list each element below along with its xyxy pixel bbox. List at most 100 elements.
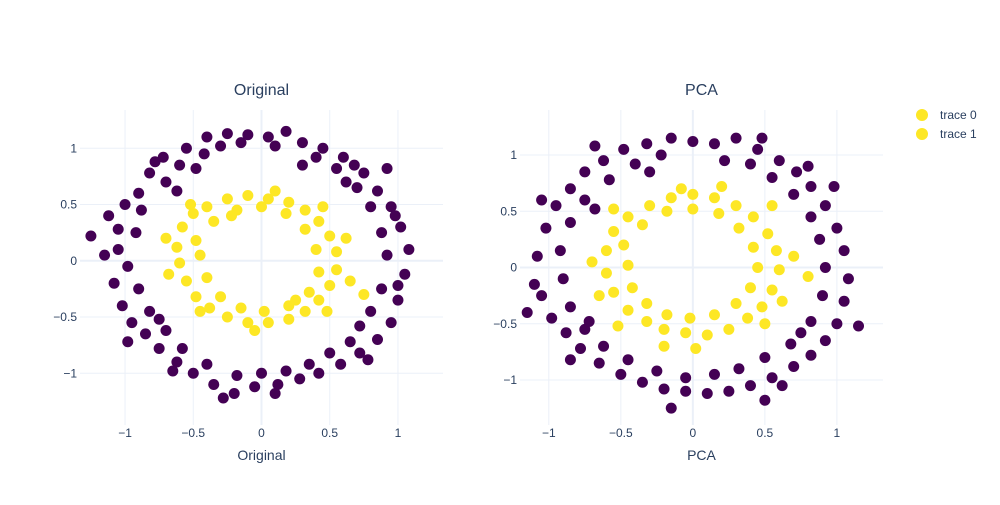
data-point — [201, 358, 213, 370]
legend-marker-trace-0 — [916, 109, 928, 121]
data-point — [262, 193, 274, 205]
data-point — [171, 356, 183, 368]
data-point — [766, 284, 778, 296]
data-point — [283, 313, 295, 325]
legend: trace 0 trace 1 — [916, 108, 977, 141]
y-tick-label: 1 — [70, 141, 77, 155]
data-point — [598, 155, 610, 167]
y-tick-label: 0 — [70, 254, 77, 268]
data-point — [675, 183, 687, 195]
data-point — [708, 309, 720, 321]
data-point — [622, 259, 634, 271]
data-point — [661, 309, 673, 321]
data-point — [680, 327, 692, 339]
data-point — [788, 250, 800, 262]
data-point — [272, 379, 284, 390]
data-point — [644, 166, 656, 178]
data-point — [557, 273, 569, 285]
data-point — [788, 361, 800, 372]
data-point — [641, 298, 653, 309]
data-point — [140, 328, 152, 340]
data-point — [802, 160, 814, 172]
data-point — [819, 262, 831, 273]
x-tick-label: 0.5 — [757, 426, 774, 440]
data-point — [550, 200, 562, 212]
x-tick-label: 1 — [395, 426, 402, 440]
x-tick-label: −1 — [542, 426, 556, 440]
x-tick-label: −1 — [118, 426, 132, 440]
data-point — [167, 365, 179, 377]
data-point — [658, 323, 670, 335]
data-point — [180, 142, 192, 154]
data-point — [290, 294, 302, 306]
data-point — [157, 151, 169, 163]
x-tick-label: 0.5 — [321, 426, 338, 440]
data-point — [221, 128, 233, 140]
data-point — [269, 185, 281, 197]
data-point — [802, 271, 814, 282]
data-point — [536, 290, 548, 302]
data-point — [135, 204, 147, 216]
legend-item-trace-0[interactable]: trace 0 — [916, 108, 977, 122]
data-point — [747, 241, 759, 253]
data-point — [201, 272, 213, 284]
y-tick-label: −1 — [503, 373, 517, 387]
data-point — [838, 295, 850, 307]
data-point — [228, 388, 240, 399]
data-point — [201, 131, 213, 143]
data-point — [593, 290, 605, 302]
data-point — [340, 232, 352, 244]
x-axis-title: PCA — [687, 447, 716, 463]
data-point — [119, 199, 131, 210]
data-point — [198, 148, 210, 160]
data-point — [249, 325, 261, 336]
data-point — [381, 249, 393, 261]
y-tick-label: −0.5 — [493, 317, 517, 331]
legend-marker-trace-1 — [916, 128, 928, 140]
data-point — [231, 370, 243, 381]
data-point — [235, 302, 247, 314]
data-point — [190, 291, 202, 303]
data-point — [344, 275, 356, 287]
data-point — [133, 283, 145, 295]
data-point — [641, 316, 653, 327]
data-point — [636, 219, 648, 231]
data-point — [744, 158, 756, 170]
data-point — [759, 352, 771, 363]
data-point — [756, 132, 768, 144]
data-point — [133, 187, 145, 199]
data-point — [153, 343, 165, 354]
legend-item-trace-1[interactable]: trace 1 — [916, 127, 977, 141]
data-point — [766, 200, 778, 212]
data-point — [680, 372, 692, 384]
legend-label-trace-1: trace 1 — [940, 127, 977, 141]
data-point — [185, 199, 197, 210]
data-point — [280, 208, 292, 219]
data-point — [713, 208, 725, 219]
data-point — [773, 155, 785, 167]
data-point — [636, 376, 648, 388]
data-point — [225, 210, 237, 222]
data-point — [626, 282, 638, 294]
data-point — [521, 307, 533, 318]
data-point — [723, 385, 735, 397]
data-point — [317, 201, 329, 213]
series-1 — [160, 185, 370, 336]
data-point — [85, 230, 97, 242]
data-point — [723, 323, 735, 335]
data-point — [313, 266, 325, 278]
data-point — [303, 286, 315, 298]
data-point — [208, 215, 220, 227]
data-point — [385, 201, 397, 213]
data-point — [310, 151, 322, 163]
data-point — [215, 140, 227, 152]
data-point — [294, 373, 306, 385]
data-point — [324, 347, 336, 359]
data-point — [776, 380, 788, 392]
series-0 — [521, 132, 865, 414]
data-point — [331, 246, 343, 258]
data-point — [217, 392, 229, 404]
x-axis-title: Original — [237, 447, 285, 463]
y-tick-label: 0.5 — [500, 204, 517, 218]
data-point — [805, 211, 817, 223]
